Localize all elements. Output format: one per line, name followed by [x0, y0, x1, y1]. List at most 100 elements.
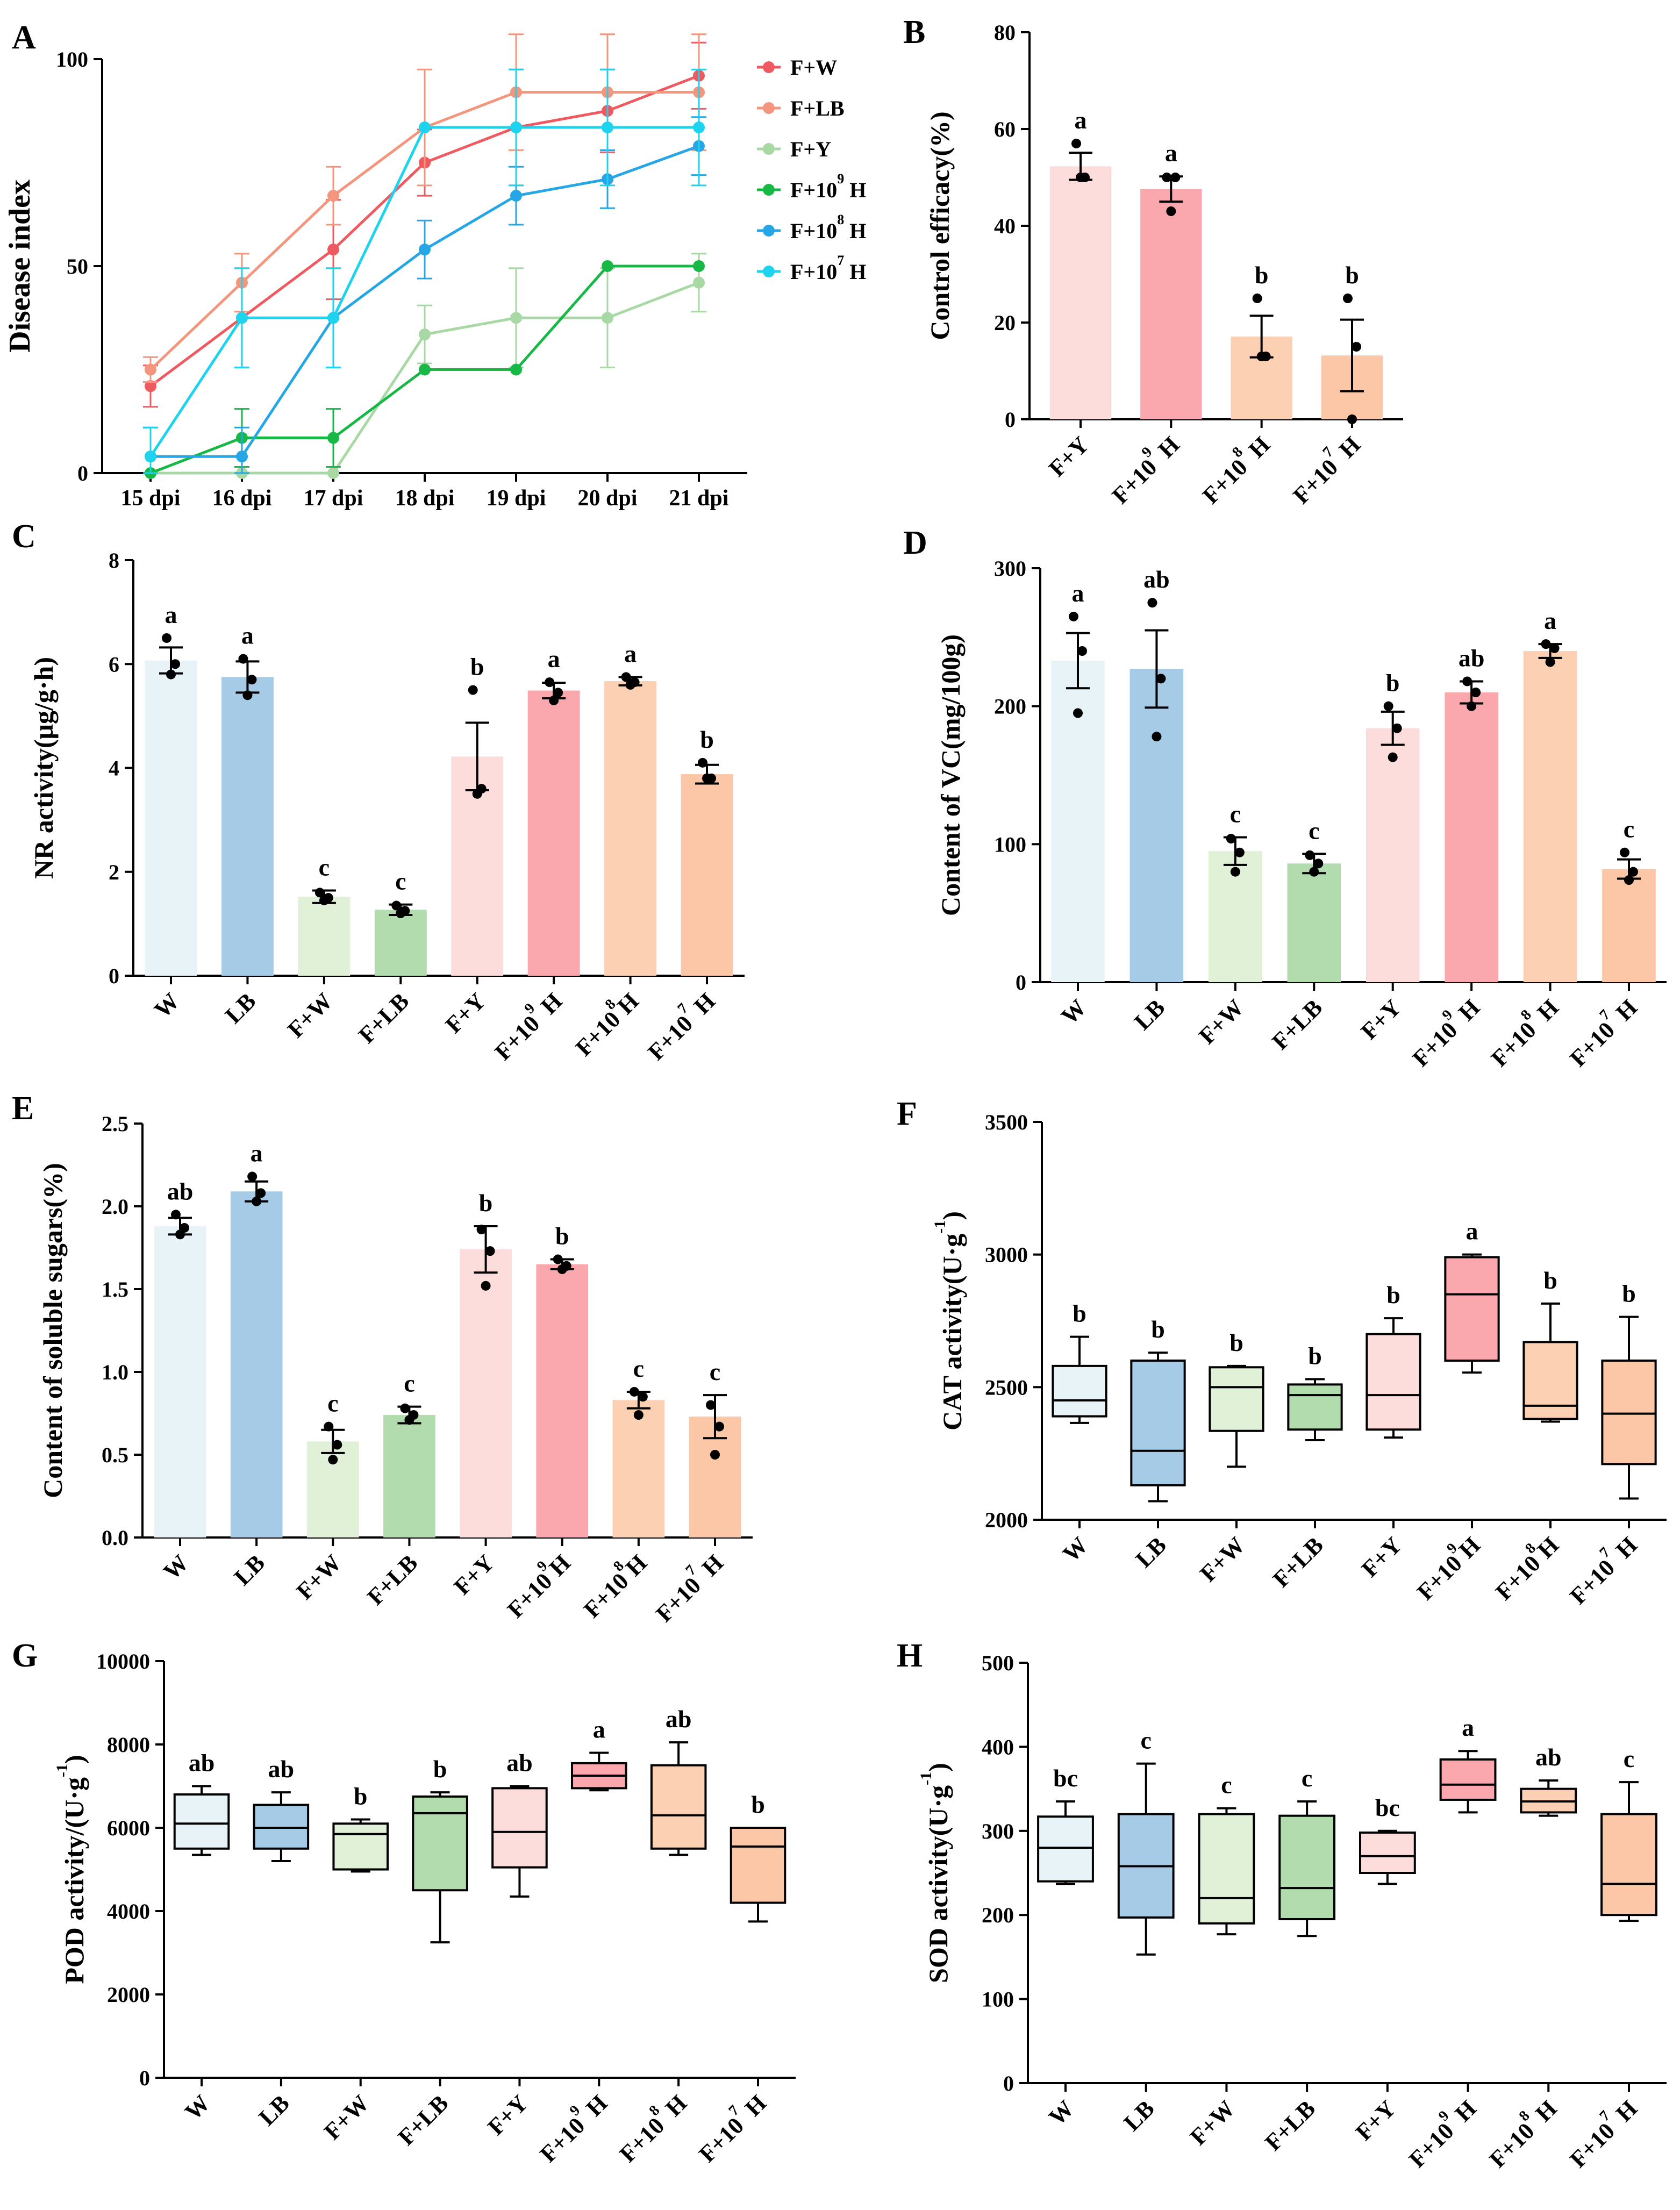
bar	[383, 1415, 435, 1537]
panel-label: C	[12, 518, 36, 555]
bar	[460, 1249, 512, 1537]
replicate-point	[1077, 646, 1087, 656]
replicate-point	[1234, 847, 1245, 857]
panel-f-cat-activity: 2000 2500 3000 3500 F CAT activity(U·g-1) W LB F…	[897, 1096, 1667, 1610]
data-point	[602, 121, 613, 134]
data-point	[419, 328, 431, 341]
y-tick-label: 6	[109, 652, 119, 676]
x-tick-label: LB	[1129, 994, 1170, 1035]
panel-label: D	[903, 525, 927, 561]
x-tick-label: F+108 H	[610, 2085, 692, 2168]
significance-letter: b	[470, 653, 484, 681]
y-tick-label: 2	[109, 860, 119, 884]
significance-letter: c	[1624, 1745, 1634, 1772]
y-tick-label: 0.0	[102, 1526, 128, 1550]
replicate-point	[1352, 342, 1361, 352]
x-tick-label: F+LB	[362, 1549, 423, 1610]
significance-letter: b	[1622, 1280, 1636, 1307]
replicate-point	[485, 1246, 495, 1256]
panel-h-sod-activity: 0 100 200 300 400 500 H SOD activity(U·g-1) W LB F…	[897, 1637, 1667, 2173]
series-f-10-9-h	[145, 260, 705, 479]
significance-letter: b	[700, 726, 714, 753]
significance-letter: bc	[1053, 1764, 1078, 1792]
y-tick-label: 2.0	[102, 1195, 128, 1219]
x-tick-label: 21 dpi	[669, 486, 729, 511]
significance-letter: b	[1073, 1300, 1086, 1327]
bar	[1140, 189, 1202, 419]
replicate-point	[625, 680, 635, 690]
data-point	[236, 312, 248, 324]
x-tick-label: W	[1056, 994, 1091, 1029]
y-tick-label: 300	[982, 1819, 1014, 1843]
significance-letter: c	[1624, 816, 1634, 843]
replicate-point	[256, 1188, 266, 1198]
significance-letter: a	[1544, 607, 1556, 634]
bar	[1602, 869, 1656, 982]
bar	[145, 660, 197, 976]
legend-marker	[763, 225, 775, 237]
significance-letter: a	[1462, 1714, 1474, 1741]
replicate-point	[1392, 723, 1402, 733]
bar	[604, 681, 656, 976]
replicate-point	[1071, 139, 1081, 148]
panel-label: B	[903, 14, 925, 51]
y-tick-label: 0	[1003, 2071, 1014, 2095]
y-tick-label: 10000	[96, 1649, 150, 1673]
significance-letter: ab	[506, 1749, 533, 1777]
panel-label: E	[12, 1090, 34, 1127]
bar	[298, 897, 351, 976]
y-tick-label: 4	[109, 756, 119, 781]
bar	[221, 677, 274, 976]
replicate-point	[1313, 859, 1324, 869]
data-point	[327, 467, 339, 479]
y-tick-label: 8	[109, 548, 119, 573]
significance-letter: b	[1151, 1315, 1165, 1343]
replicate-point	[400, 1403, 410, 1413]
replicate-point	[702, 773, 712, 783]
y-axis-title: Disease index	[3, 180, 37, 353]
x-tick-label: 18 dpi	[395, 486, 455, 511]
replicate-point	[242, 690, 253, 700]
replicate-point	[1343, 294, 1353, 303]
box	[1037, 1815, 1094, 1883]
replicate-point	[1156, 674, 1166, 684]
y-tick-label: 400	[982, 1735, 1014, 1759]
panel-label: F	[897, 1096, 917, 1132]
replicate-point	[1162, 173, 1172, 182]
x-tick-label: F+Y	[1043, 431, 1094, 482]
significance-letter: c	[1309, 817, 1319, 844]
y-tick-label: 3500	[985, 1110, 1028, 1134]
y-tick-label: 0	[1016, 970, 1026, 995]
bar	[612, 1400, 665, 1537]
replicate-point	[1073, 708, 1083, 718]
box	[332, 1822, 389, 1871]
replicate-point	[166, 669, 176, 680]
replicate-point	[698, 757, 707, 768]
significance-letter: b	[751, 1791, 765, 1818]
panel-a-disease-index: 0 50 100 A Disease index 15 dpi 16 dpi 17 dpi 18…	[3, 19, 866, 511]
box	[650, 1764, 707, 1850]
replicate-point	[252, 1196, 262, 1206]
y-tick-label: 80	[994, 20, 1016, 45]
replicate-point	[1152, 732, 1162, 742]
box	[1366, 1333, 1421, 1431]
bar	[1129, 669, 1184, 982]
legend-label: F+108 H	[790, 212, 866, 243]
replicate-point	[633, 1410, 644, 1420]
y-tick-label: 60	[994, 117, 1016, 141]
y-tick-label: 0	[139, 2066, 150, 2090]
significance-letter: c	[1302, 1764, 1312, 1792]
significance-letter: bc	[1375, 1794, 1400, 1821]
replicate-point	[545, 677, 555, 688]
replicate-point	[468, 685, 478, 695]
replicate-point	[247, 675, 257, 685]
x-tick-label: F+107 H	[1283, 426, 1366, 509]
replicate-point	[332, 1440, 342, 1450]
replicate-point	[1305, 850, 1315, 860]
x-tick-label: F+Y	[483, 2090, 533, 2140]
data-point	[327, 244, 339, 256]
x-tick-label: 17 dpi	[304, 486, 363, 511]
x-tick-label: F+109 H	[1399, 2090, 1482, 2173]
